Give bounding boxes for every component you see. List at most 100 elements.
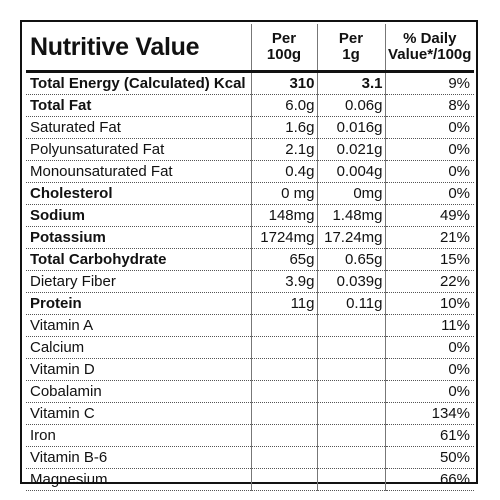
row-daily-value: 0% bbox=[384, 336, 474, 359]
table-row: Total Carbohydrate 65g 0.65g 15% bbox=[26, 248, 474, 271]
row-daily-value: 10% bbox=[384, 292, 474, 315]
row-per-100g bbox=[250, 446, 317, 469]
row-name: Magnesium bbox=[26, 468, 251, 491]
row-per-1g: 17.24mg bbox=[316, 226, 385, 249]
row-daily-value: 50% bbox=[384, 446, 474, 469]
row-name: Vitamin B-6 bbox=[26, 446, 251, 469]
row-per-1g: 0.11g bbox=[316, 292, 385, 315]
row-daily-value: 0% bbox=[384, 138, 474, 161]
row-per-1g bbox=[316, 468, 385, 491]
row-per-1g: 0mg bbox=[316, 182, 385, 205]
table-row: Vitamin C 134% bbox=[26, 402, 474, 425]
row-per-1g: 0.039g bbox=[316, 270, 385, 293]
row-per-100g bbox=[250, 424, 317, 447]
table-row: Total Energy (Calculated) Kcal 310 3.1 9% bbox=[26, 71, 474, 95]
row-name: Cobalamin bbox=[26, 380, 251, 403]
table-row: Iron 61% bbox=[26, 424, 474, 447]
row-per-100g: 0 mg bbox=[250, 182, 317, 205]
row-daily-value: 22% bbox=[384, 270, 474, 293]
table-row: Cobalamin 0% bbox=[26, 380, 474, 403]
table-row: Cholesterol 0 mg 0mg 0% bbox=[26, 182, 474, 205]
row-per-100g: 65g bbox=[250, 248, 317, 271]
row-name: Total Carbohydrate bbox=[26, 248, 251, 271]
row-daily-value: 9% bbox=[384, 71, 474, 95]
row-per-100g: 1.6g bbox=[250, 116, 317, 139]
table-title: Nutritive Value bbox=[26, 24, 251, 73]
table-row: Sodium 148mg 1.48mg 49% bbox=[26, 204, 474, 227]
row-name: Monounsaturated Fat bbox=[26, 160, 251, 183]
row-per-100g: 310 bbox=[250, 71, 317, 95]
row-daily-value: 134% bbox=[384, 402, 474, 425]
col-header-daily-value-line1: % Daily bbox=[403, 30, 457, 47]
row-per-100g: 1724mg bbox=[250, 226, 317, 249]
table-body: Total Energy (Calculated) Kcal 310 3.1 9% To… bbox=[26, 71, 474, 491]
row-per-1g: 0.65g bbox=[316, 248, 385, 271]
col-header-per-1g: Per 1g bbox=[316, 24, 385, 73]
row-name: Total Fat bbox=[26, 94, 251, 117]
row-name: Saturated Fat bbox=[26, 116, 251, 139]
table-row: Polyunsaturated Fat 2.1g 0.021g 0% bbox=[26, 138, 474, 161]
row-daily-value: 0% bbox=[384, 116, 474, 139]
col-header-per-100g-line1: Per bbox=[271, 30, 297, 47]
row-per-1g: 0.06g bbox=[316, 94, 385, 117]
row-name: Vitamin D bbox=[26, 358, 251, 381]
row-per-1g bbox=[316, 336, 385, 359]
row-name: Iron bbox=[26, 424, 251, 447]
row-name: Dietary Fiber bbox=[26, 270, 251, 293]
table-row: Saturated Fat 1.6g 0.016g 0% bbox=[26, 116, 474, 139]
table-row: Protein 11g 0.11g 10% bbox=[26, 292, 474, 315]
row-per-100g: 6.0g bbox=[250, 94, 317, 117]
row-daily-value: 0% bbox=[384, 160, 474, 183]
row-name: Sodium bbox=[26, 204, 251, 227]
row-per-1g: 1.48mg bbox=[316, 204, 385, 227]
row-daily-value: 49% bbox=[384, 204, 474, 227]
row-per-1g bbox=[316, 314, 385, 337]
row-daily-value: 66% bbox=[384, 468, 474, 491]
row-daily-value: 8% bbox=[384, 94, 474, 117]
table-row: Calcium 0% bbox=[26, 336, 474, 359]
table-row: Monounsaturated Fat 0.4g 0.004g 0% bbox=[26, 160, 474, 183]
row-daily-value: 21% bbox=[384, 226, 474, 249]
table-row: Vitamin D 0% bbox=[26, 358, 474, 381]
col-header-per-100g: Per 100g bbox=[250, 24, 317, 73]
row-per-1g bbox=[316, 358, 385, 381]
row-per-100g bbox=[250, 336, 317, 359]
row-name: Vitamin A bbox=[26, 314, 251, 337]
row-per-100g bbox=[250, 358, 317, 381]
col-header-per-1g-line2: 1g bbox=[342, 46, 360, 63]
row-daily-value: 61% bbox=[384, 424, 474, 447]
row-name: Cholesterol bbox=[26, 182, 251, 205]
row-name: Polyunsaturated Fat bbox=[26, 138, 251, 161]
row-per-1g bbox=[316, 424, 385, 447]
row-daily-value: 15% bbox=[384, 248, 474, 271]
row-per-100g bbox=[250, 468, 317, 491]
table-row: Potassium 1724mg 17.24mg 21% bbox=[26, 226, 474, 249]
row-daily-value: 11% bbox=[384, 314, 474, 337]
table-header-row: Nutritive Value Per 100g Per 1g % Daily … bbox=[26, 24, 474, 73]
table-row: Vitamin B-6 50% bbox=[26, 446, 474, 469]
row-per-1g: 0.021g bbox=[316, 138, 385, 161]
row-per-1g bbox=[316, 380, 385, 403]
row-name: Protein bbox=[26, 292, 251, 315]
row-per-1g: 0.016g bbox=[316, 116, 385, 139]
row-per-100g: 148mg bbox=[250, 204, 317, 227]
table-row: Vitamin A 11% bbox=[26, 314, 474, 337]
row-per-1g bbox=[316, 446, 385, 469]
table-row: Total Fat 6.0g 0.06g 8% bbox=[26, 94, 474, 117]
table-row: Dietary Fiber 3.9g 0.039g 22% bbox=[26, 270, 474, 293]
col-header-per-100g-line2: 100g bbox=[266, 46, 302, 63]
row-daily-value: 0% bbox=[384, 358, 474, 381]
row-per-1g: 0.004g bbox=[316, 160, 385, 183]
nutrition-table: Nutritive Value Per 100g Per 1g % Daily … bbox=[26, 24, 474, 491]
row-daily-value: 0% bbox=[384, 380, 474, 403]
table-row: Magnesium 66% bbox=[26, 468, 474, 491]
row-per-100g: 2.1g bbox=[250, 138, 317, 161]
row-per-100g bbox=[250, 402, 317, 425]
col-header-daily-value-line2: Value*/100g bbox=[388, 46, 472, 63]
row-name: Total Energy (Calculated) Kcal bbox=[26, 71, 251, 95]
row-per-1g bbox=[316, 402, 385, 425]
row-per-1g: 3.1 bbox=[316, 71, 385, 95]
row-per-100g bbox=[250, 314, 317, 337]
row-name: Calcium bbox=[26, 336, 251, 359]
row-daily-value: 0% bbox=[384, 182, 474, 205]
